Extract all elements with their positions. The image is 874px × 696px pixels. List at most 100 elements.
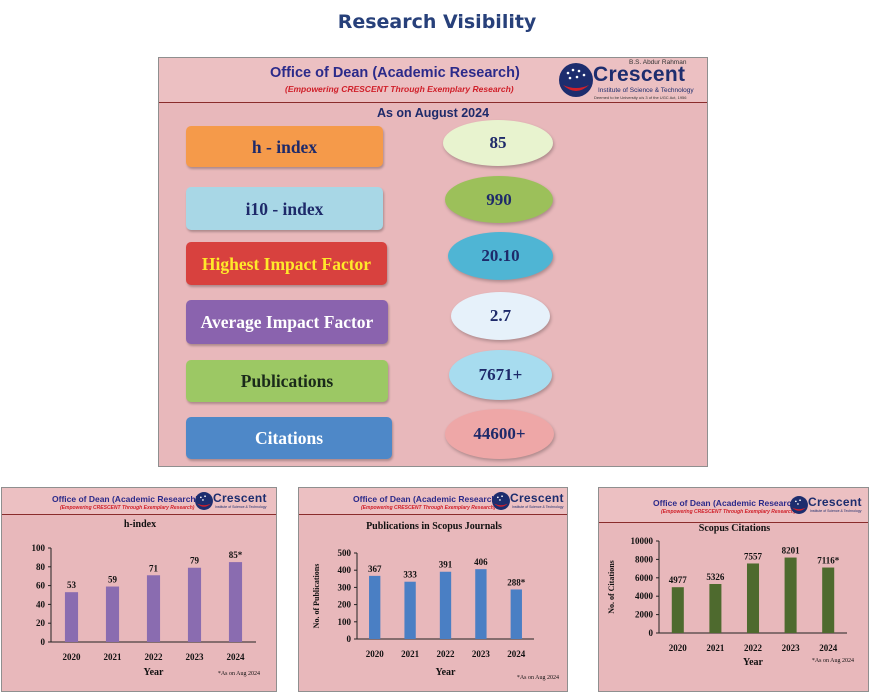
highest-impact-factor-label: Highest Impact Factor	[186, 242, 387, 285]
publications-chart-card: Office of Dean (Academic Research) (Empo…	[298, 487, 568, 692]
bar	[746, 563, 760, 633]
citations-label: Citations	[186, 417, 392, 459]
y-tick-label: 20	[36, 618, 46, 628]
citations-chart: Scopus Citations 0 2000 4000 6000 8000 10000 49…	[607, 523, 854, 668]
x-tick-label: 2024	[819, 643, 838, 653]
bar	[404, 581, 416, 639]
y-tick-label: 500	[338, 548, 352, 558]
chart-title: Scopus Citations	[699, 523, 771, 534]
bar	[187, 567, 202, 642]
crescent-logo: Crescent Institute of Science & Technolo…	[789, 492, 868, 518]
bar-value-label: 79	[190, 556, 200, 566]
h-index-label: h - index	[186, 126, 383, 167]
x-tick-label: 2020	[366, 649, 385, 659]
logo-wordmark: Crescent	[808, 495, 862, 509]
crescent-emblem-icon	[195, 492, 213, 510]
y-tick-label: 2000	[635, 610, 654, 620]
x-tick-label: 2020	[669, 643, 688, 653]
x-tick-label: 2023	[782, 643, 801, 653]
logo-line1: Institute of Science & Technology	[598, 87, 694, 94]
x-tick-label: 2020	[63, 652, 82, 662]
card-header: Office of Dean (Academic Research) (Empo…	[299, 488, 567, 515]
y-tick-label: 0	[649, 628, 654, 638]
y-tick-label: 300	[338, 582, 352, 592]
office-title: Office of Dean (Academic Research)	[270, 65, 520, 81]
office-tagline: (Empowering CRESCENT Through Exemplary R…	[361, 505, 496, 511]
bar-value-label: 53	[67, 580, 77, 590]
office-title: Office of Dean (Academic Research)	[653, 498, 800, 508]
y-tick-label: 0	[41, 637, 46, 647]
logo-top-text: B.S. Abdur Rahman	[629, 59, 687, 66]
bar	[439, 571, 452, 639]
x-axis-label: Year	[743, 657, 764, 668]
logo-line1: Institute of Science & Technology	[810, 509, 862, 513]
bar-value-label: 288*	[507, 577, 526, 587]
y-tick-label: 400	[338, 565, 352, 575]
crescent-logo: B.S. Abdur Rahman Crescent Institute of …	[557, 58, 707, 102]
logo-line2: Deemed to be University u/s 3 of the UGC…	[594, 95, 687, 100]
y-tick-label: 100	[32, 543, 46, 553]
logo-line1: Institute of Science & Technology	[512, 505, 564, 509]
y-axis-label: No. of Citations	[607, 560, 616, 614]
bar	[146, 575, 161, 642]
chart-title: Publications in Scopus Journals	[366, 521, 502, 532]
office-title: Office of Dean (Academic Research)	[52, 494, 199, 504]
bar	[369, 575, 381, 639]
citations-value: 44600+	[445, 409, 554, 459]
x-tick-label: 2021	[706, 643, 725, 653]
x-tick-label: 2021	[401, 649, 420, 659]
chart-title: h-index	[124, 519, 156, 530]
bar	[822, 567, 835, 633]
bar-value-label: 333	[403, 570, 417, 580]
y-axis-label: No. of Publications	[312, 564, 321, 629]
average-impact-factor-label: Average Impact Factor	[186, 300, 388, 344]
bar-value-label: 367	[368, 564, 382, 574]
bar	[475, 569, 487, 639]
office-tagline: (Empowering CRESCENT Through Exemplary R…	[60, 505, 195, 511]
publications-value: 7671+	[449, 350, 552, 400]
x-tick-label: 2022	[437, 649, 456, 659]
bar-value-label: 406	[474, 557, 488, 567]
x-axis-label: Year	[144, 667, 165, 678]
card-header: Office of Dean (Academic Research) (Empo…	[599, 488, 868, 523]
logo-line1: Institute of Science & Technology	[215, 505, 267, 509]
h-index-chart: h-index 0 20 40 60 80 100 53 2020 59 2021 71 2022 79 2…	[32, 519, 261, 678]
bar-value-label: 85*	[229, 550, 243, 560]
x-tick-label: 2021	[104, 652, 123, 662]
h-index-value: 85	[443, 120, 553, 166]
logo-wordmark: Crescent	[510, 491, 564, 505]
y-tick-label: 6000	[635, 573, 654, 583]
bar-value-label: 71	[149, 563, 159, 573]
footnote: *As on Aug 2024	[218, 671, 260, 677]
x-axis-label: Year	[436, 667, 457, 678]
x-tick-label: 2022	[145, 652, 164, 662]
highest-impact-factor-value: 20.10	[448, 232, 553, 280]
y-tick-label: 200	[338, 600, 352, 610]
logo-wordmark: Crescent	[213, 491, 267, 505]
publications-label: Publications	[186, 360, 388, 402]
y-tick-label: 60	[36, 581, 46, 591]
citations-chart-card: Office of Dean (Academic Research) (Empo…	[598, 487, 869, 692]
h-index-chart-card: Office of Dean (Academic Research) (Empo…	[1, 487, 277, 692]
footnote: *As on Aug 2024	[812, 658, 854, 664]
office-tagline: (Empowering CRESCENT Through Exemplary R…	[285, 84, 514, 94]
office-title: Office of Dean (Academic Research)	[353, 494, 500, 504]
bar-value-label: 8201	[782, 546, 801, 556]
y-tick-label: 40	[36, 599, 46, 609]
y-tick-label: 10000	[631, 536, 654, 546]
crescent-emblem-icon	[790, 496, 808, 514]
x-tick-label: 2024	[507, 649, 526, 659]
crescent-logo: Crescent Institute of Science & Technolo…	[194, 488, 276, 514]
crescent-logo: Crescent Institute of Science & Technolo…	[491, 488, 567, 514]
bar-value-label: 391	[439, 560, 453, 570]
bar	[671, 587, 684, 633]
page-title: Research Visibility	[337, 11, 537, 33]
crescent-emblem-icon	[492, 492, 510, 510]
x-tick-label: 2023	[186, 652, 205, 662]
y-tick-label: 0	[347, 634, 352, 644]
average-impact-factor-value: 2.7	[451, 292, 550, 340]
card-header: Office of Dean (Academic Research) (Empo…	[2, 488, 276, 515]
y-tick-label: 4000	[635, 591, 654, 601]
office-tagline: (Empowering CRESCENT Through Exemplary R…	[661, 509, 796, 515]
bar	[105, 586, 120, 642]
